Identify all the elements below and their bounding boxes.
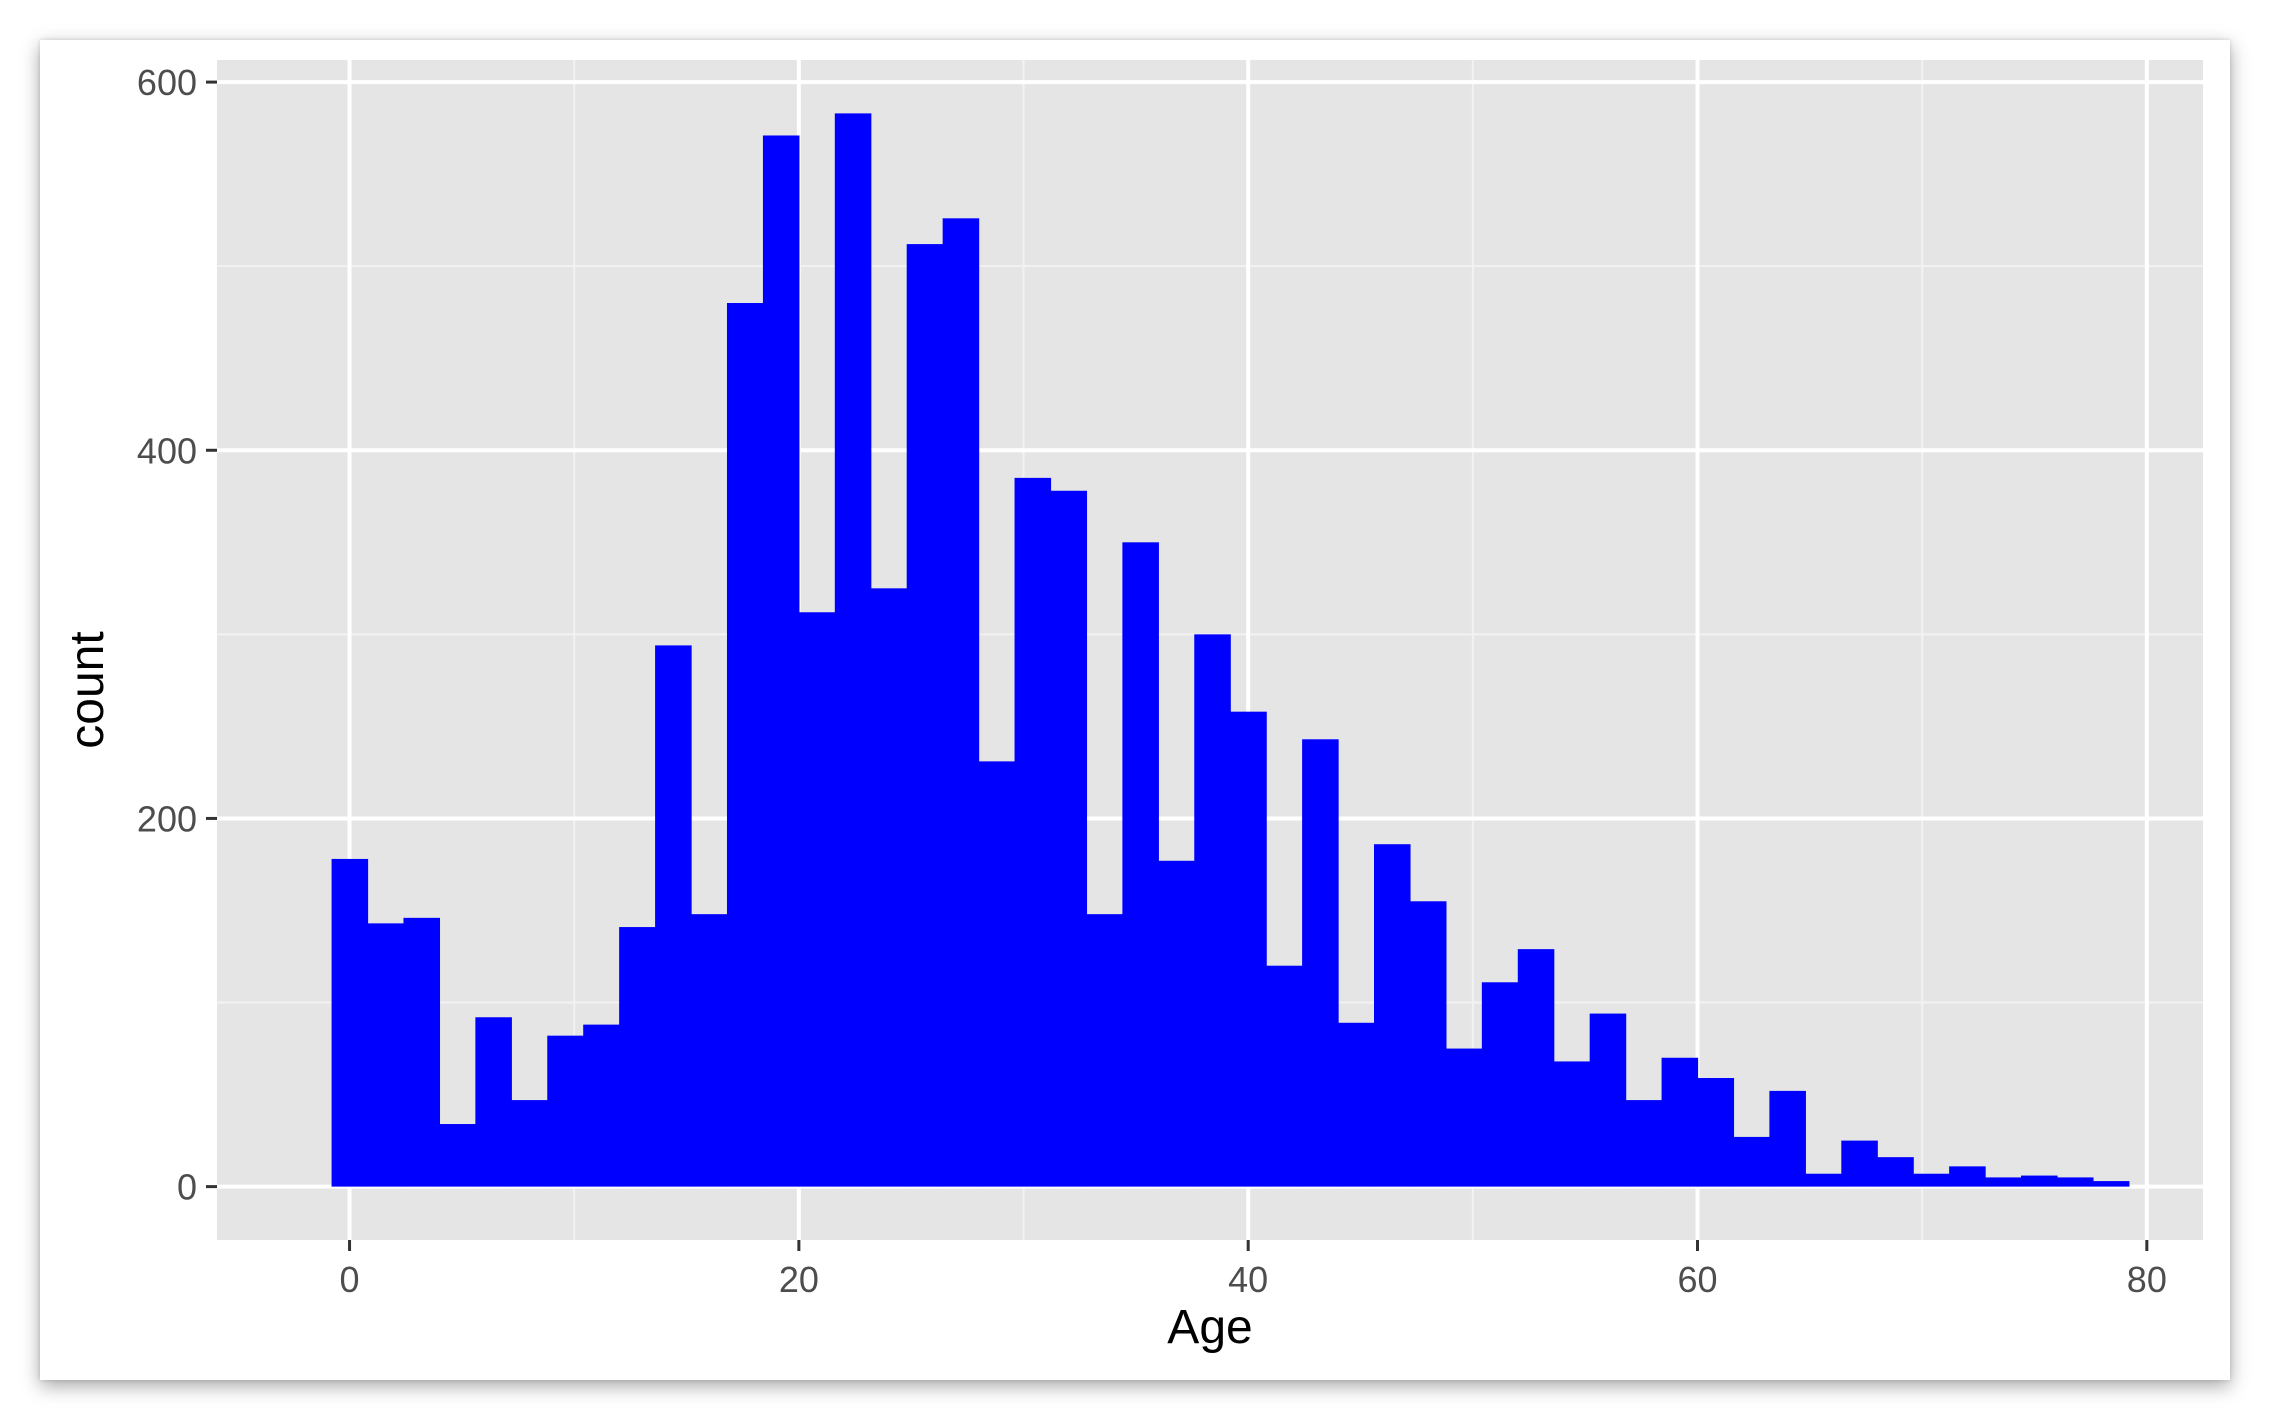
histogram-bar (1625, 1100, 1663, 1187)
histogram-bar (1841, 1140, 1878, 1187)
y-tick-labels: 0 200 400 600 (137, 62, 197, 1208)
y-axis-title: count (61, 631, 114, 748)
x-tick-labels: 0 20 40 60 80 (340, 1259, 2167, 1300)
histogram-bar (511, 1100, 548, 1187)
histogram-bar (1589, 1013, 1627, 1187)
histogram-bar (1086, 914, 1123, 1187)
histogram-bar (439, 1124, 476, 1187)
histogram-bar (1194, 634, 1231, 1187)
histogram-bar (1302, 739, 1339, 1187)
histogram-bars (331, 113, 2130, 1187)
histogram-bar (331, 858, 369, 1187)
histogram-bar (798, 612, 836, 1187)
histogram-bar (1122, 542, 1159, 1187)
x-tick-label: 60 (1677, 1259, 1717, 1300)
histogram-bar (1661, 1057, 1699, 1187)
histogram-bar (1409, 901, 1447, 1187)
histogram-bar (1266, 965, 1303, 1187)
histogram-bar (547, 1035, 584, 1187)
x-axis-title: Age (1167, 1301, 1252, 1354)
age-histogram: 0 20 40 60 80 0 200 400 600 Age count (61, 60, 2203, 1354)
histogram-bar (691, 914, 728, 1187)
histogram-bar (1805, 1173, 1842, 1187)
axis-ticks (206, 80, 2149, 1251)
histogram-bar (762, 135, 800, 1187)
histogram-bar (475, 1017, 512, 1187)
histogram-bar (1230, 711, 1267, 1187)
histogram-bar (2092, 1181, 2130, 1187)
y-tick-label: 400 (137, 430, 197, 471)
histogram-bar (619, 927, 656, 1187)
histogram-bar (367, 923, 405, 1187)
histogram-bar (1517, 949, 1555, 1187)
histogram-bar (1769, 1090, 1806, 1187)
x-tick-label: 80 (2127, 1259, 2167, 1300)
histogram-bar (1985, 1177, 2022, 1187)
histogram-bar (870, 588, 908, 1187)
histogram-bar (2021, 1175, 2058, 1187)
histogram-bar (1553, 1061, 1591, 1187)
histogram-bar (655, 645, 692, 1187)
histogram-bar (1913, 1173, 1950, 1187)
histogram-bar (1481, 982, 1519, 1187)
x-tick-label: 20 (779, 1259, 819, 1300)
histogram-bar (906, 244, 944, 1187)
histogram-bar (1014, 477, 1052, 1187)
histogram-bar (1697, 1078, 1735, 1187)
histogram-bar (834, 113, 872, 1187)
histogram-bar (978, 761, 1016, 1187)
histogram-bar (1338, 1022, 1375, 1187)
histogram-bar (1877, 1157, 1914, 1187)
histogram-bar (1158, 860, 1195, 1187)
histogram-bar (1949, 1166, 1986, 1187)
chart-card: 0 20 40 60 80 0 200 400 600 Age count (40, 40, 2230, 1380)
histogram-bar (942, 218, 980, 1187)
histogram-bar (1733, 1136, 1771, 1187)
histogram-bar (2056, 1177, 2094, 1187)
histogram-bar (1374, 844, 1411, 1187)
y-tick-label: 600 (137, 62, 197, 103)
y-tick-label: 200 (137, 798, 197, 839)
histogram-bar (1445, 1048, 1483, 1187)
x-tick-label: 40 (1228, 1259, 1268, 1300)
histogram-bar (1050, 490, 1088, 1187)
histogram-bar (403, 917, 441, 1187)
x-tick-label: 0 (340, 1259, 360, 1300)
y-tick-label: 0 (177, 1167, 197, 1208)
histogram-bar (583, 1024, 620, 1187)
histogram-bar (726, 302, 764, 1187)
